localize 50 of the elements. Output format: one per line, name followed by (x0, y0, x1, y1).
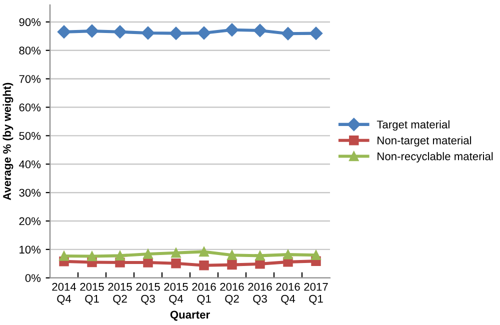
point (227, 250, 237, 260)
point (197, 26, 211, 40)
point (253, 24, 267, 38)
x-tick-label: 2014 Q4 (52, 282, 76, 305)
y-tick-label: 80% (19, 46, 41, 55)
legend-label: Non-recyclable material (378, 152, 493, 162)
y-tick-label: 30% (19, 188, 41, 197)
y-tick-label: 60% (19, 104, 41, 112)
y-tick-label: 0% (25, 274, 41, 282)
point (199, 246, 209, 257)
legend-label: Target material (376, 120, 450, 131)
point (311, 250, 321, 260)
point (59, 251, 69, 261)
x-tick-label: 2016 Q3 (248, 282, 272, 305)
point (141, 26, 155, 40)
x-axis-title: Quarter (170, 310, 210, 321)
point (143, 249, 153, 259)
point (87, 251, 97, 262)
x-tick-label: 2015 Q4 (164, 282, 188, 305)
x-tick-label: 2015 Q3 (136, 282, 160, 305)
y-tick-label: 20% (19, 217, 41, 226)
point (85, 24, 99, 38)
point (309, 26, 323, 40)
point (171, 258, 181, 268)
x-tick-label: 2016 Q2 (220, 282, 244, 305)
point (171, 248, 181, 258)
point (255, 250, 265, 261)
x-tick-label: 2017 Q1 (304, 282, 328, 305)
point (227, 260, 237, 270)
y-tick-label: 10% (20, 246, 41, 254)
point (225, 23, 239, 36)
x-tick-label: 2016 Q1 (192, 282, 216, 305)
x-tick-label: 2015 Q2 (108, 282, 132, 305)
point (143, 258, 153, 268)
y-axis-title: Average % (by weight) (2, 82, 14, 200)
point (281, 27, 295, 40)
x-tick-label: 2015 Q1 (80, 282, 104, 305)
point (199, 260, 209, 270)
y-tick-label: 50% (19, 132, 41, 140)
y-tick-label: 90% (19, 18, 41, 26)
point (283, 250, 293, 260)
legend-label: Non-target material (378, 136, 472, 147)
point (169, 26, 183, 40)
point (57, 25, 71, 38)
point (115, 250, 125, 261)
point (113, 25, 127, 38)
y-tick-label: 70% (19, 75, 41, 83)
x-tick-label: 2016 Q4 (276, 282, 300, 305)
y-tick-label: 40% (18, 160, 41, 168)
point (255, 259, 265, 269)
